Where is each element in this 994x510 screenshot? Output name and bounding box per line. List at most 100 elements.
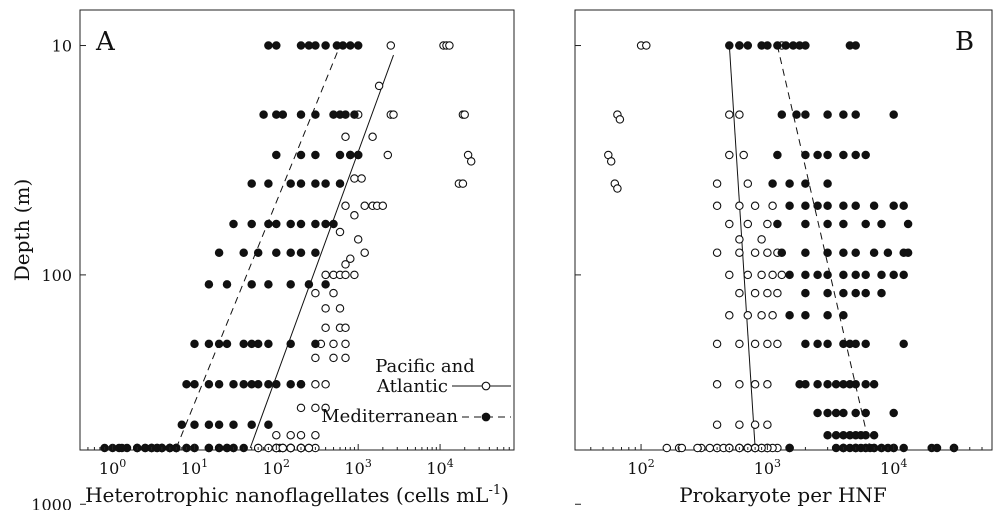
panel-a-point-mediterranean	[222, 280, 232, 289]
panel-b-point-mediterranean	[899, 339, 908, 349]
panel-a-point-pacific-and-atlantic	[460, 110, 469, 119]
panel-b-point-mediterranean	[851, 41, 860, 50]
panel-a-point-mediterranean	[190, 420, 199, 429]
legend-marker-pacific-open	[481, 381, 491, 391]
panel-b-point-pacific-and-atlantic	[613, 184, 622, 193]
panel-a-point-mediterranean	[204, 420, 214, 429]
panel-a-point-pacific-and-atlantic	[368, 132, 377, 142]
panel-b-point-mediterranean	[899, 270, 908, 280]
panel-b-point-pacific-and-atlantic	[693, 443, 702, 453]
panel-a-point-mediterranean	[341, 110, 350, 119]
panel-a-point-mediterranean	[253, 339, 263, 349]
panel-a-point-mediterranean	[321, 179, 330, 188]
panel-b-point-pacific-and-atlantic	[725, 110, 734, 119]
panel-a-point-mediterranean	[264, 219, 273, 229]
panel-a-point-mediterranean	[214, 420, 224, 429]
panel-b-point-pacific-and-atlantic	[773, 288, 782, 298]
panel-a-point-pacific-and-atlantic	[360, 248, 369, 257]
panel-a-point-mediterranean	[311, 150, 320, 160]
panel-b-point-mediterranean	[743, 41, 753, 50]
panel-a-point-mediterranean	[204, 339, 214, 349]
panel-b-point-mediterranean	[823, 288, 832, 298]
panel-a-point-mediterranean	[296, 380, 306, 389]
panel-a-point-pacific-and-atlantic	[278, 443, 288, 453]
panel-a-point-pacific-and-atlantic	[329, 353, 338, 363]
panel-b-point-pacific-and-atlantic	[712, 248, 722, 257]
panel-b-point-pacific-and-atlantic	[642, 41, 651, 50]
panel-a-point-mediterranean	[296, 179, 306, 188]
panel-a-point-pacific-and-atlantic	[357, 174, 366, 183]
panel-a-y-tick-label: 1000	[31, 495, 72, 510]
panel-b-point-mediterranean	[823, 150, 832, 160]
panel-a-point-pacific-and-atlantic	[335, 227, 345, 237]
panel-a-point-mediterranean	[264, 41, 273, 50]
panel-b-point-mediterranean	[785, 311, 794, 320]
panel-b-point-mediterranean	[831, 443, 841, 453]
panel-a-point-mediterranean	[214, 339, 224, 349]
panel-b-point-mediterranean	[801, 150, 810, 160]
panel-a-point-pacific-and-atlantic	[321, 403, 330, 413]
panel-a-point-mediterranean	[253, 380, 263, 389]
panel-b-point-pacific-and-atlantic	[743, 179, 753, 188]
panel-a-point-mediterranean	[204, 443, 214, 453]
panel-a-point-mediterranean	[272, 380, 281, 389]
panel-a-point-pacific-and-atlantic	[321, 304, 330, 313]
panel-b-point-mediterranean	[851, 408, 860, 418]
panel-b-x-tick-label: 102	[627, 457, 654, 478]
panel-b-point-pacific-and-atlantic	[712, 339, 722, 349]
panel-a-point-mediterranean	[321, 280, 330, 289]
panel-b-point-pacific-and-atlantic	[606, 157, 616, 166]
panel-b-point-pacific-and-atlantic	[768, 311, 777, 320]
panel-a-point-mediterranean	[296, 219, 306, 229]
panel-a-x-tick-label: 100	[99, 457, 126, 478]
panel-a-point-pacific-and-atlantic	[341, 201, 350, 211]
panel-b-point-pacific-and-atlantic	[743, 219, 753, 229]
panel-b-label: B	[955, 27, 974, 57]
panel-b-fit-pacific-and-atlantic	[728, 45, 756, 449]
panel-a-x-tick-label: 101	[181, 457, 208, 478]
panel-b-point-pacific-and-atlantic	[750, 339, 760, 349]
panel-b-point-mediterranean	[851, 270, 860, 280]
panel-a-y-tick-label: 10	[52, 37, 72, 56]
panel-a-point-mediterranean	[239, 248, 248, 257]
panel-a-point-mediterranean	[190, 380, 199, 389]
panel-a-x-tick-label: 103	[345, 457, 372, 478]
panel-b-point-mediterranean	[823, 270, 832, 280]
panel-b-point-pacific-and-atlantic	[768, 201, 777, 211]
panel-b-point-pacific-and-atlantic	[677, 443, 687, 453]
panel-b-point-mediterranean	[861, 219, 870, 229]
panel-a-x-axis-label-main: Heterotrophic nanoflagellates (cells mL	[85, 483, 488, 507]
panel-b-point-pacific-and-atlantic	[725, 150, 734, 160]
panel-a-point-pacific-and-atlantic	[321, 270, 330, 280]
panel-b-point-pacific-and-atlantic	[725, 311, 734, 320]
panel-a-point-mediterranean	[182, 380, 191, 389]
panel-a-point-mediterranean	[272, 150, 281, 160]
panel-b-point-pacific-and-atlantic	[777, 270, 787, 280]
panel-a-point-mediterranean	[296, 41, 306, 50]
panel-a-point-mediterranean	[214, 248, 224, 257]
panel-b-point-mediterranean	[813, 270, 822, 280]
panel-a-point-mediterranean	[229, 219, 238, 229]
panel-a-point-mediterranean	[335, 150, 345, 160]
panel-a-point-mediterranean	[346, 150, 355, 160]
panel-b-point-mediterranean	[903, 248, 913, 257]
panel-a-point-pacific-and-atlantic	[389, 110, 398, 119]
panel-a-point-mediterranean	[253, 248, 263, 257]
panel-a-point-mediterranean	[264, 420, 273, 429]
panel-b-point-pacific-and-atlantic	[750, 420, 760, 429]
panel-b-point-pacific-and-atlantic	[750, 248, 760, 257]
panel-a-y-tick-label: 100	[41, 266, 72, 285]
panel-b-points	[604, 41, 959, 453]
panel-b-point-mediterranean	[801, 339, 810, 349]
panel-a-point-pacific-and-atlantic	[286, 443, 295, 453]
panel-b-point-mediterranean	[831, 408, 841, 418]
panel-b-point-mediterranean	[823, 248, 832, 257]
panel-a-point-mediterranean	[329, 219, 338, 229]
panel-a-point-mediterranean	[311, 219, 320, 229]
panel-b-point-pacific-and-atlantic	[743, 311, 753, 320]
panel-b-point-pacific-and-atlantic	[757, 235, 766, 244]
panel-b-point-mediterranean	[785, 201, 794, 211]
panel-a-point-mediterranean	[353, 41, 363, 50]
panel-b-point-pacific-and-atlantic	[743, 270, 753, 280]
panel-a-point-pacific-and-atlantic	[311, 430, 320, 440]
